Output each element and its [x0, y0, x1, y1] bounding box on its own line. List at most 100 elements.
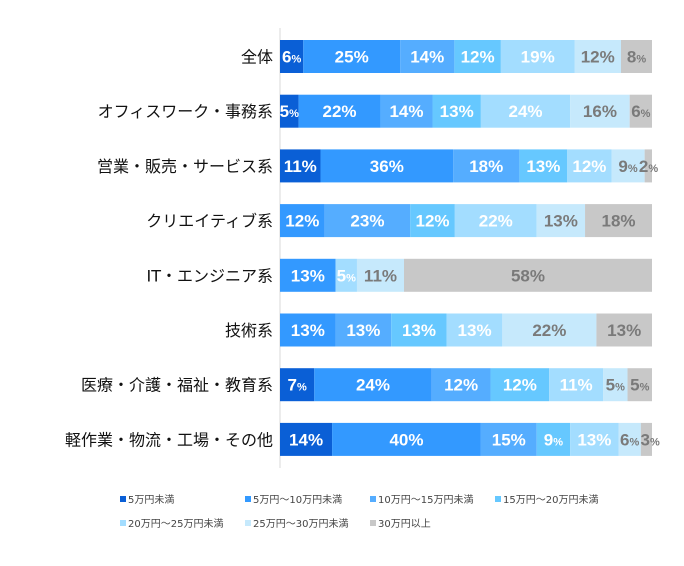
bar-segment — [356, 258, 404, 292]
data-label: 13% — [402, 321, 436, 340]
data-label: 14% — [389, 102, 423, 121]
category-label: 軽作業・物流・工場・その他 — [65, 430, 273, 449]
legend-swatch — [370, 496, 376, 502]
category-label: 営業・販売・サービス系 — [97, 157, 273, 176]
data-label: 13% — [544, 212, 578, 231]
data-label: 5% — [606, 376, 625, 395]
data-label: 5% — [337, 266, 356, 285]
data-label: 12% — [444, 376, 478, 395]
data-label: 22% — [532, 321, 566, 340]
data-label: 11% — [364, 266, 397, 285]
data-label: 13% — [346, 321, 380, 340]
data-label: 25% — [335, 48, 369, 67]
data-label: 13% — [291, 321, 325, 340]
data-label: 12% — [503, 376, 537, 395]
data-label: 22% — [322, 102, 356, 121]
bar-segment — [332, 422, 481, 456]
data-label: 23% — [350, 212, 384, 231]
data-label: 13% — [526, 157, 560, 176]
data-label: 14% — [289, 430, 323, 449]
data-label: 11% — [560, 376, 593, 395]
data-label: 36% — [370, 157, 404, 176]
data-label: 8% — [627, 48, 646, 67]
legend-label: 30万円以上 — [378, 518, 431, 530]
bar-segment — [280, 40, 304, 73]
data-label: 5% — [630, 376, 649, 395]
data-label: 15% — [492, 430, 526, 449]
bar-segment — [618, 422, 641, 456]
bar-segment — [404, 258, 652, 292]
data-label: 2% — [639, 157, 658, 176]
legend-label: 20万円～25万円未満 — [128, 518, 223, 530]
category-label: 技術系 — [225, 321, 273, 340]
category-label: 全体 — [241, 48, 273, 67]
category-label: 医療・介護・福祉・教育系 — [81, 376, 273, 395]
bar-segment — [446, 313, 503, 347]
bar-segment — [629, 94, 652, 128]
category-label: オフィスワーク・事務系 — [98, 102, 273, 121]
bar-segment — [280, 313, 336, 347]
bar-segment — [410, 204, 455, 238]
data-label: 24% — [508, 102, 542, 121]
data-label: 9% — [618, 157, 637, 176]
bar-segment — [480, 422, 537, 456]
bar-segment — [627, 368, 652, 402]
bar-segment — [574, 40, 621, 73]
bar-segment — [314, 368, 432, 402]
data-label: 16% — [583, 102, 617, 121]
data-label: 19% — [521, 48, 555, 67]
data-label: 58% — [511, 266, 545, 285]
data-label: 3% — [641, 430, 660, 449]
legend-swatch — [120, 496, 126, 502]
bar-segment — [596, 313, 652, 347]
bar-segment — [454, 40, 501, 73]
data-label: 9% — [544, 430, 563, 449]
legend-swatch — [245, 520, 251, 526]
data-label: 13% — [440, 102, 474, 121]
data-label: 12% — [461, 48, 495, 67]
bar-segment — [280, 368, 315, 402]
bar-segment — [536, 204, 586, 238]
bar-segment — [480, 94, 571, 128]
bar-segment — [603, 368, 628, 402]
category-label: IT・エンジニア系 — [147, 266, 274, 285]
data-label: 12% — [285, 212, 319, 231]
legend-label: 25万円～30万円未満 — [253, 518, 348, 530]
bar-segment — [380, 94, 433, 128]
data-label: 6% — [282, 48, 301, 67]
bar-segment — [502, 313, 597, 347]
bar-segment — [500, 40, 575, 73]
bar-segment — [280, 258, 336, 292]
data-label: 5% — [280, 102, 299, 121]
bar-segment — [431, 368, 491, 402]
bar-segment — [519, 149, 568, 183]
legend-swatch — [245, 496, 251, 502]
data-label: 11% — [284, 157, 317, 176]
bar-segment — [280, 204, 325, 238]
bar-segment — [644, 149, 652, 183]
bar-segment — [640, 422, 652, 456]
data-label: 24% — [356, 376, 390, 395]
bar-segment — [400, 40, 455, 73]
bar-segment — [585, 204, 652, 238]
bar-segment — [490, 368, 550, 402]
bar-segment — [536, 422, 571, 456]
bar-segment — [432, 94, 481, 128]
data-label: 18% — [601, 212, 635, 231]
data-label: 7% — [288, 376, 307, 395]
legend-swatch — [120, 520, 126, 526]
bar-segment — [280, 94, 299, 128]
bar-segment — [453, 149, 520, 183]
data-label: 13% — [458, 321, 492, 340]
data-label: 6% — [620, 430, 639, 449]
category-label: クリエイティブ系 — [146, 212, 273, 231]
bar-segment — [335, 313, 392, 347]
legend-swatch — [370, 520, 376, 526]
data-label: 6% — [631, 102, 650, 121]
bar-segment — [567, 149, 612, 183]
data-label: 13% — [607, 321, 641, 340]
data-label: 18% — [469, 157, 503, 176]
bar-segment — [621, 40, 652, 73]
bar-segment — [280, 422, 333, 456]
